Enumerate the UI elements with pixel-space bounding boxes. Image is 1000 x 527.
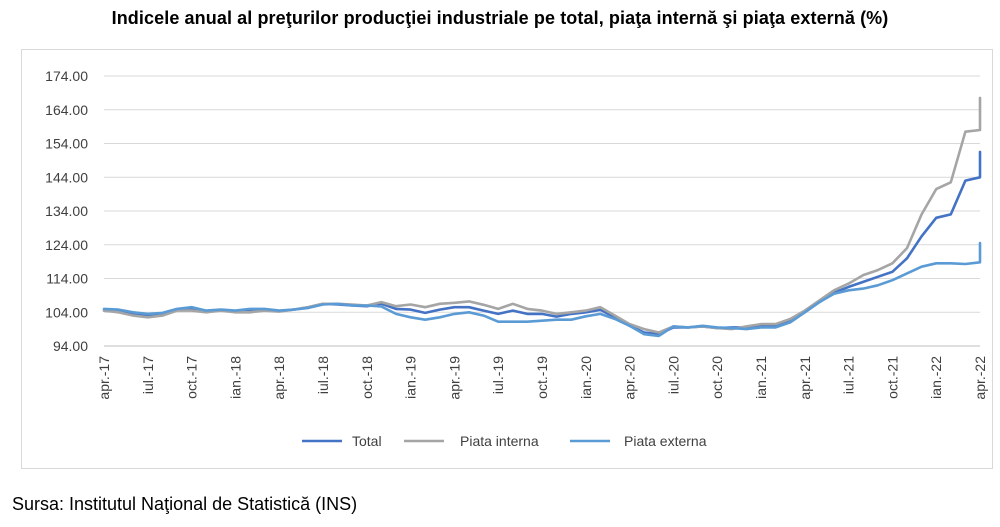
y-tick-label: 144.00 (45, 169, 88, 185)
x-tick-label: apr.-21 (797, 356, 813, 400)
x-tick-label: oct.-19 (534, 356, 550, 399)
y-tick-label: 94.00 (53, 338, 88, 354)
chart-frame (21, 49, 993, 469)
x-tick-label: ian.-22 (928, 356, 944, 399)
y-axis: 174.00 164.00 154.00 144.00 134.00 124.00 114.… (45, 68, 88, 354)
series-line-piata-interna (102, 96, 982, 334)
y-tick-label: 114.00 (46, 271, 88, 287)
legend-label: Piata externa (624, 433, 707, 449)
legend: Total Piata interna Piata externa (302, 433, 707, 449)
x-tick-label: ian.-21 (753, 356, 769, 399)
x-tick-label: oct.-17 (184, 356, 200, 399)
x-tick-label: apr.-17 (96, 356, 112, 400)
gridlines (104, 75, 980, 347)
series-line-total (102, 150, 982, 336)
series-group (102, 96, 982, 338)
x-tick-label: iul.-21 (841, 356, 857, 394)
x-tick-label: iul.-18 (315, 356, 331, 394)
chart-title: Indicele anual al preţurilor producţiei … (111, 8, 889, 28)
x-tick-label: ian.-19 (403, 356, 419, 399)
legend-label: Piata interna (460, 433, 539, 449)
x-tick-label: iul.-20 (665, 356, 681, 394)
y-tick-label: 134.00 (45, 203, 88, 219)
x-tick-label: apr.-19 (446, 356, 462, 400)
x-tick-label: apr.-22 (972, 356, 988, 400)
series-line-piata-externa (102, 241, 982, 338)
legend-label: Total (352, 433, 382, 449)
x-axis: apr.-17 iul.-17 oct.-17 ian.-18 apr.-18 iul.-… (96, 345, 988, 400)
x-tick-label: ian.-18 (227, 356, 243, 399)
x-tick-label: iul.-19 (490, 356, 506, 394)
x-tick-label: oct.-18 (359, 356, 375, 399)
x-tick-label: apr.-20 (622, 356, 638, 400)
y-tick-label: 124.00 (45, 237, 88, 253)
y-tick-label: 154.00 (45, 136, 88, 152)
x-tick-label: iul.-17 (140, 356, 156, 394)
source-note: Sursa: Institutul Naţional de Statistică… (12, 494, 358, 514)
y-tick-label: 164.00 (45, 102, 88, 118)
x-tick-label: apr.-18 (271, 356, 287, 400)
x-tick-label: oct.-21 (884, 356, 900, 399)
y-tick-label: 104.00 (45, 304, 88, 320)
y-tick-label: 174.00 (45, 68, 88, 84)
x-tick-label: ian.-20 (578, 356, 594, 399)
x-tick-label: oct.-20 (709, 356, 725, 399)
